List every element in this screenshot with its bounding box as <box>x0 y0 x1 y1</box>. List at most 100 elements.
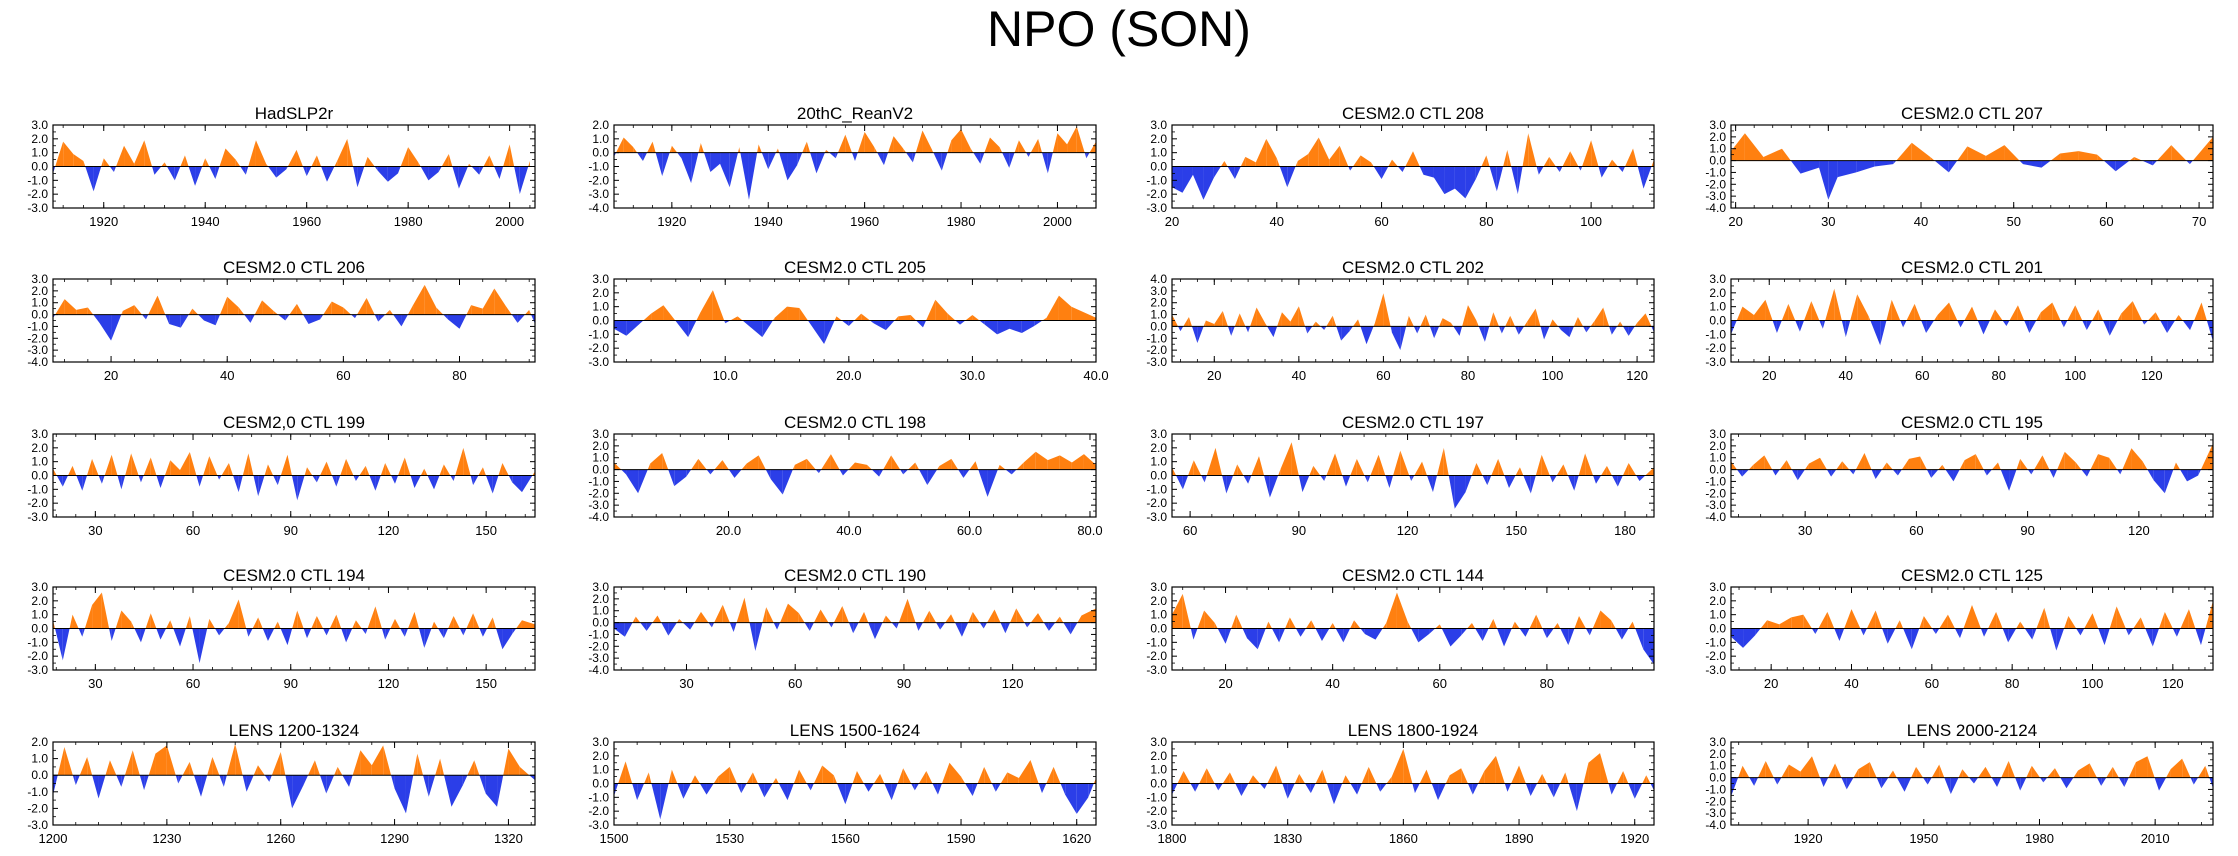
positive-anomaly-area <box>1439 318 1443 327</box>
positive-anomaly-area <box>968 611 973 623</box>
positive-anomaly-area <box>509 144 515 167</box>
negative-anomaly-area <box>75 775 80 786</box>
positive-anomaly-area <box>722 604 730 623</box>
panel-5: CESM2.0 CTL 206-4.0-3.0-2.0-1.00.01.02.0… <box>27 258 536 383</box>
negative-anomaly-area <box>1555 166 1560 173</box>
positive-anomaly-area <box>1413 151 1420 167</box>
positive-anomaly-area <box>926 299 936 321</box>
negative-anomaly-area <box>682 622 691 630</box>
positive-anomaly-area <box>1920 456 1927 470</box>
negative-anomaly-area <box>651 783 661 820</box>
negative-anomaly-area <box>984 320 998 335</box>
negative-anomaly-area <box>614 320 627 336</box>
negative-anomaly-area <box>342 775 350 787</box>
negative-anomaly-area <box>393 314 402 327</box>
positive-anomaly-area <box>1633 148 1638 167</box>
positive-anomaly-area <box>929 610 937 623</box>
positive-anomaly-area <box>203 456 210 476</box>
y-tick-label: -1.0 <box>588 160 609 174</box>
negative-anomaly-area <box>720 152 730 188</box>
x-tick-label: 1620 <box>1062 831 1091 846</box>
positive-anomaly-area <box>700 611 709 623</box>
positive-anomaly-area <box>1781 148 1791 161</box>
positive-anomaly-area <box>1250 307 1257 327</box>
positive-anomaly-area <box>632 616 636 623</box>
positive-anomaly-area <box>2129 157 2135 161</box>
positive-anomaly-area <box>1875 610 1883 629</box>
negative-anomaly-area <box>1360 628 1365 635</box>
negative-anomaly-area <box>419 628 425 648</box>
negative-anomaly-area <box>1904 777 1912 792</box>
negative-anomaly-area <box>246 775 254 792</box>
negative-anomaly-area <box>1540 326 1545 340</box>
positive-anomaly-area <box>2205 765 2210 778</box>
negative-anomaly-area <box>640 622 647 631</box>
positive-anomaly-area <box>1058 295 1072 321</box>
y-tick-label: -1.0 <box>588 474 609 488</box>
positive-anomaly-area <box>1622 463 1629 476</box>
x-tick-label: 1800 <box>1158 831 1187 846</box>
positive-anomaly-area <box>1565 772 1569 784</box>
positive-anomaly-area <box>676 619 680 623</box>
negative-anomaly-area <box>1333 783 1343 805</box>
negative-anomaly-area <box>1287 166 1296 188</box>
y-tick-label: -1.0 <box>1146 482 1167 496</box>
positive-anomaly-area <box>806 458 816 470</box>
negative-anomaly-area <box>303 628 308 639</box>
panel-3: CESM2.0 CTL 208-3.0-2.0-1.00.01.02.03.02… <box>1146 104 1655 229</box>
negative-anomaly-area <box>1475 628 1483 641</box>
positive-anomaly-area <box>166 745 176 776</box>
positive-anomaly-area <box>219 296 228 315</box>
negative-anomaly-area <box>941 152 948 171</box>
negative-anomaly-area <box>1324 326 1327 330</box>
y-tick-label: 1.0 <box>592 451 609 465</box>
negative-anomaly-area <box>1367 475 1371 483</box>
positive-anomaly-area <box>663 305 676 321</box>
y-tick-label: 0.0 <box>1150 469 1167 483</box>
positive-anomaly-area <box>1498 458 1505 476</box>
y-tick-label: 2.0 <box>592 439 609 453</box>
positive-anomaly-area <box>2016 621 2021 629</box>
positive-anomaly-area <box>1632 621 1636 629</box>
negative-anomaly-area <box>1538 166 1544 175</box>
positive-anomaly-area <box>343 307 352 315</box>
positive-anomaly-area <box>1315 321 1321 327</box>
positive-anomaly-area <box>1491 458 1499 476</box>
negative-anomaly-area <box>451 775 463 807</box>
x-tick-label: 20 <box>104 368 118 383</box>
negative-anomaly-area <box>871 469 880 477</box>
positive-anomaly-area <box>448 616 454 629</box>
positive-anomaly-area <box>1519 467 1524 476</box>
negative-anomaly-area <box>1245 326 1249 333</box>
positive-anomaly-area <box>334 766 338 776</box>
negative-anomaly-area <box>1511 166 1518 195</box>
negative-anomaly-area <box>1731 777 1739 797</box>
negative-anomaly-area <box>517 314 525 323</box>
negative-anomaly-area <box>479 628 483 637</box>
positive-anomaly-area <box>2182 758 2191 778</box>
negative-anomaly-area <box>1214 783 1219 791</box>
positive-anomaly-area <box>822 765 834 784</box>
positive-anomaly-area <box>148 295 158 315</box>
positive-anomaly-area <box>758 455 766 470</box>
negative-anomaly-area <box>53 775 58 796</box>
negative-anomaly-area <box>614 783 619 796</box>
positive-anomaly-area <box>2155 312 2161 321</box>
positive-anomaly-area <box>1443 447 1449 476</box>
negative-anomaly-area <box>2193 777 2199 785</box>
positive-anomaly-area <box>1923 616 1933 629</box>
negative-anomaly-area <box>1609 326 1612 335</box>
negative-anomaly-area <box>453 475 456 482</box>
negative-anomaly-area <box>312 475 317 483</box>
positive-anomaly-area <box>1764 455 1773 470</box>
x-tick-label: 40 <box>1839 368 1853 383</box>
x-tick-label: 120 <box>1397 523 1419 538</box>
positive-anomaly-area <box>826 149 830 153</box>
x-tick-label: 1860 <box>1389 831 1418 846</box>
negative-anomaly-area <box>1190 783 1196 792</box>
panel-title: CESM2.0 CTL 190 <box>784 566 926 585</box>
negative-anomaly-area <box>1586 326 1591 333</box>
negative-anomaly-area <box>443 314 448 320</box>
positive-anomaly-area <box>855 462 868 470</box>
y-tick-label: -1.0 <box>1705 165 1726 179</box>
